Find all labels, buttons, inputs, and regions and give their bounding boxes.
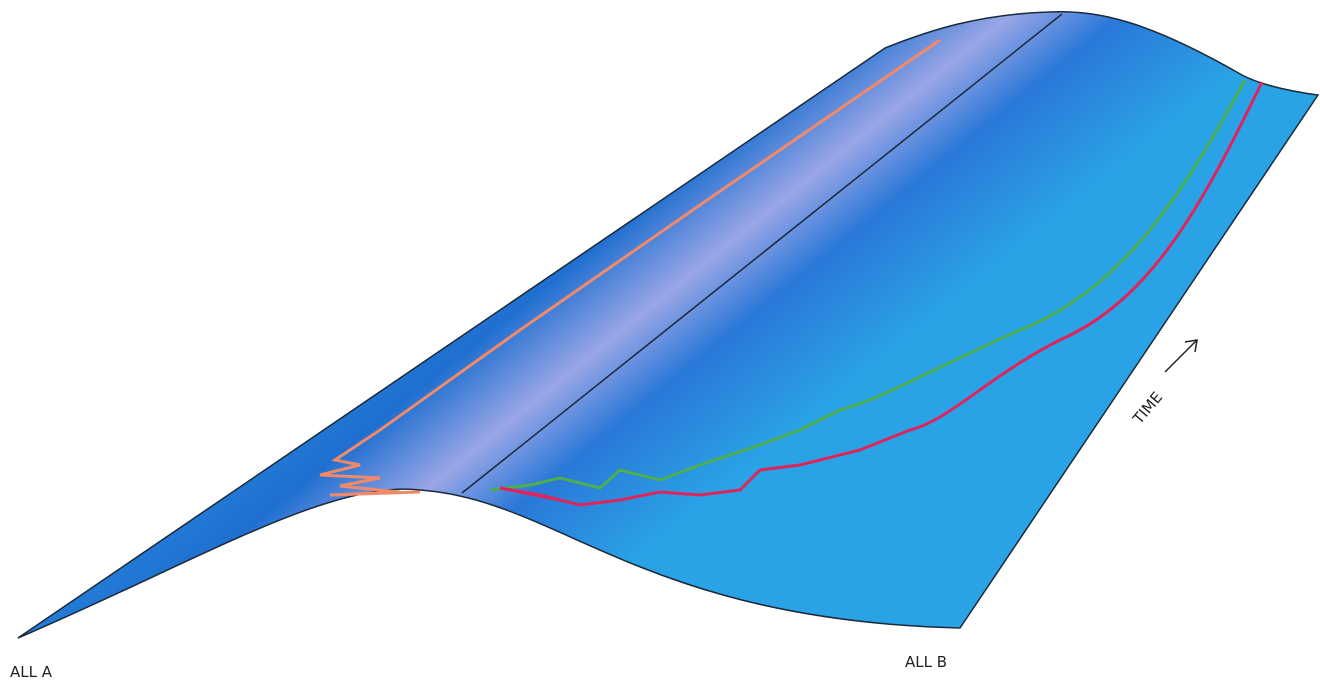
time-label: TIME bbox=[1129, 388, 1167, 428]
time-arrow bbox=[1165, 340, 1197, 372]
illustration: ALL A ALL B TIME bbox=[0, 0, 1320, 683]
surface bbox=[18, 12, 1318, 638]
right-label: ALL B bbox=[905, 653, 947, 671]
left-label: ALL A bbox=[10, 663, 53, 681]
